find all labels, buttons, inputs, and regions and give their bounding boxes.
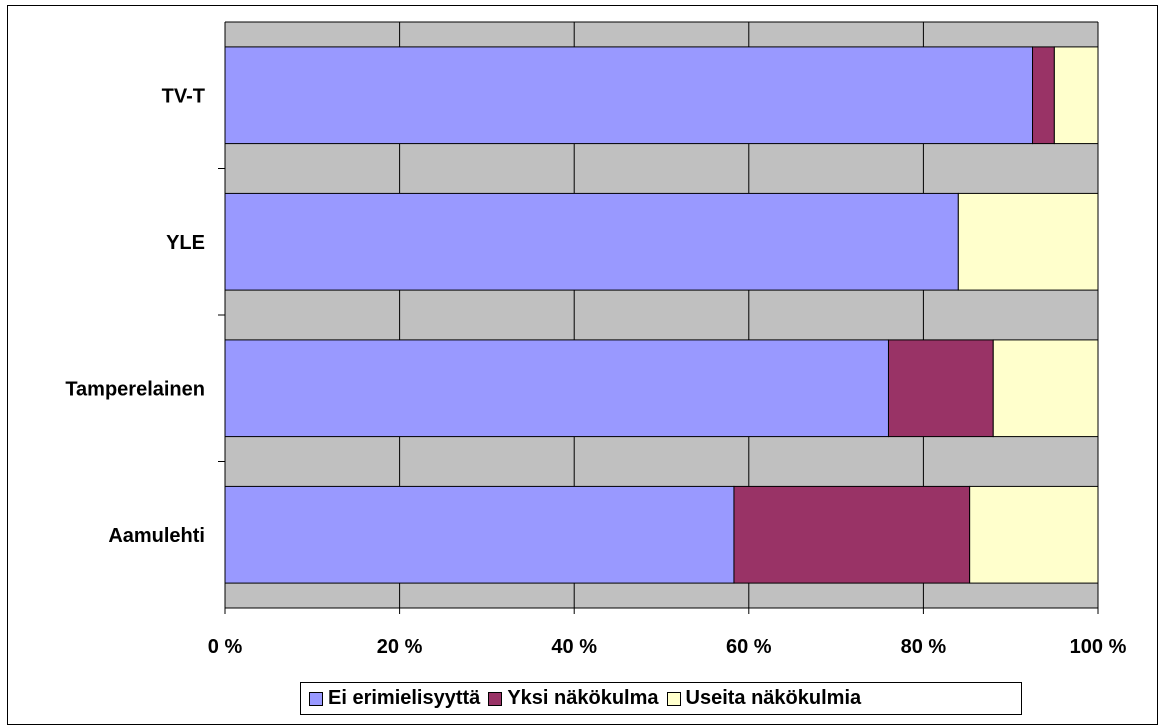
bar-segment <box>733 485 971 584</box>
legend-swatch-2 <box>666 691 681 706</box>
y-category-label: YLE <box>166 232 205 254</box>
legend-label-2: Useita näkökulmia <box>685 687 862 709</box>
legend-item-1: Yksi näkökulma <box>488 687 659 710</box>
x-tick-label: 80 % <box>901 636 947 658</box>
x-tick-label: 60 % <box>726 636 772 658</box>
bar-segment <box>969 485 1099 584</box>
bar-segment <box>887 339 994 438</box>
bar-segment <box>224 192 959 291</box>
x-tick-label: 20 % <box>377 636 423 658</box>
legend-label-1: Yksi näkökulma <box>507 687 659 709</box>
bars <box>224 46 1099 584</box>
bar-segment <box>224 485 735 584</box>
axis-labels: 0 % 20 % 40 % 60 % 80 % 100 % TV-T YLE Tamperela… <box>65 85 1126 658</box>
legend-item-2: Useita näkökulmia <box>666 687 862 710</box>
bar-segment <box>1032 46 1055 145</box>
legend-swatch-1 <box>488 691 503 706</box>
bar-segment <box>224 46 1034 145</box>
y-category-label: TV-T <box>162 85 205 107</box>
legend-item-0: Ei erimielisyyttä <box>309 687 480 710</box>
x-tick-label: 0 % <box>208 636 243 658</box>
legend-swatch-0 <box>309 691 323 706</box>
bar-segment <box>224 339 889 438</box>
bar-segment <box>992 339 1099 438</box>
y-category-label: Tamperelainen <box>65 378 205 400</box>
x-tick-label: 100 % <box>1070 636 1127 658</box>
x-tick-label: 40 % <box>551 636 597 658</box>
legend: Ei erimielisyyttä Yksi näkökulma Useita … <box>300 682 1022 715</box>
y-category-label: Aamulehti <box>108 525 205 547</box>
legend-label-0: Ei erimielisyyttä <box>328 687 481 709</box>
stacked-bar-chart: 0 % 20 % 40 % 60 % 80 % 100 % TV-T YLE Tamperela… <box>65 21 1127 658</box>
bar-segment <box>957 192 1099 291</box>
bar-segment <box>1053 46 1099 145</box>
